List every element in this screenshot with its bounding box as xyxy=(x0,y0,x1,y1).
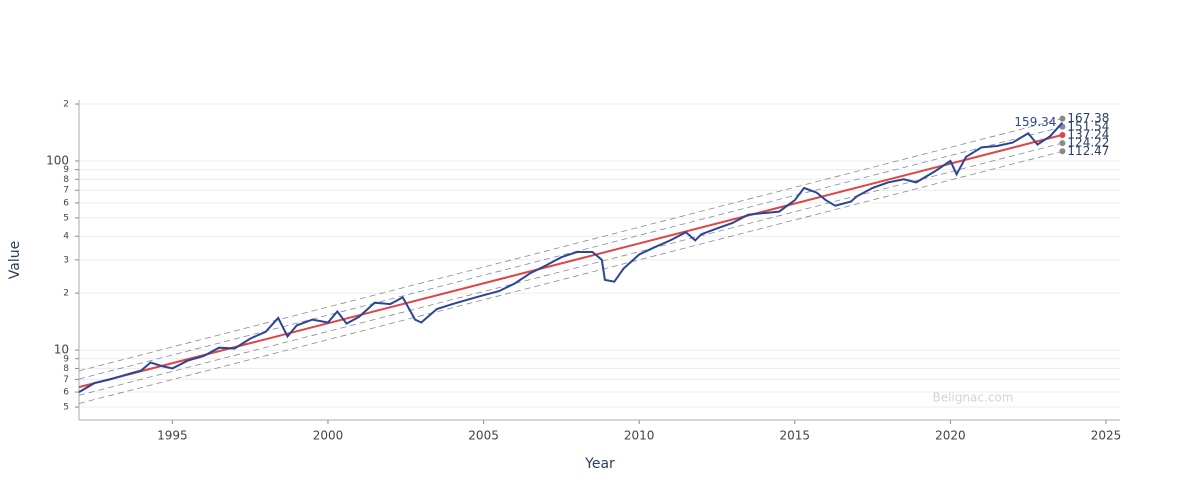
y-tick-label: 3 xyxy=(63,255,69,265)
y-tick-label: 100 xyxy=(46,153,69,167)
y-tick-label: 6 xyxy=(63,388,69,398)
end-marker xyxy=(1059,131,1066,138)
channel-line xyxy=(78,118,1063,372)
end-label: 137.24 xyxy=(1067,127,1109,141)
y-tick-label: 6 xyxy=(63,198,69,208)
y-tick-label: 5 xyxy=(63,213,69,223)
x-axis-title: Year xyxy=(584,456,615,472)
x-tick-label: 2010 xyxy=(624,429,655,443)
y-tick-label: 2 xyxy=(63,100,69,110)
watermark: Belignac.com xyxy=(933,391,1014,405)
y-tick-label: 7 xyxy=(63,186,69,196)
end-marker xyxy=(1059,140,1066,147)
y-tick-label: 10 xyxy=(54,343,69,357)
end-marker xyxy=(1059,115,1066,122)
end-label: 112.47 xyxy=(1067,144,1109,158)
end-label: 124.22 xyxy=(1067,136,1109,150)
last-value-label: 159.34 xyxy=(1014,115,1056,129)
x-tick-label: 2000 xyxy=(313,429,344,443)
price-line xyxy=(78,122,1064,393)
channel-line xyxy=(78,133,1063,389)
y-tick-label: 4 xyxy=(63,232,69,242)
end-label: 151.54 xyxy=(1067,119,1109,133)
x-tick-label: 2025 xyxy=(1091,429,1122,443)
x-tick-label: 2020 xyxy=(935,429,966,443)
end-label: 167.38 xyxy=(1067,111,1109,125)
x-tick-label: 2015 xyxy=(780,429,811,443)
x-tick-label: 1995 xyxy=(157,429,188,443)
channel-line xyxy=(78,150,1063,404)
y-tick-label: 2 xyxy=(63,289,69,299)
y-axis-title: Value xyxy=(7,241,23,279)
end-marker xyxy=(1059,148,1066,155)
x-tick-label: 2005 xyxy=(468,429,499,443)
y-tick-label: 8 xyxy=(63,364,69,374)
y-tick-label: 7 xyxy=(63,375,69,385)
y-tick-label: 8 xyxy=(63,175,69,185)
y-tick-label: 9 xyxy=(63,165,69,175)
channel-line xyxy=(78,126,1063,380)
channel-line xyxy=(78,142,1063,396)
y-tick-label: 9 xyxy=(63,354,69,364)
y-tick-label: 5 xyxy=(63,403,69,413)
